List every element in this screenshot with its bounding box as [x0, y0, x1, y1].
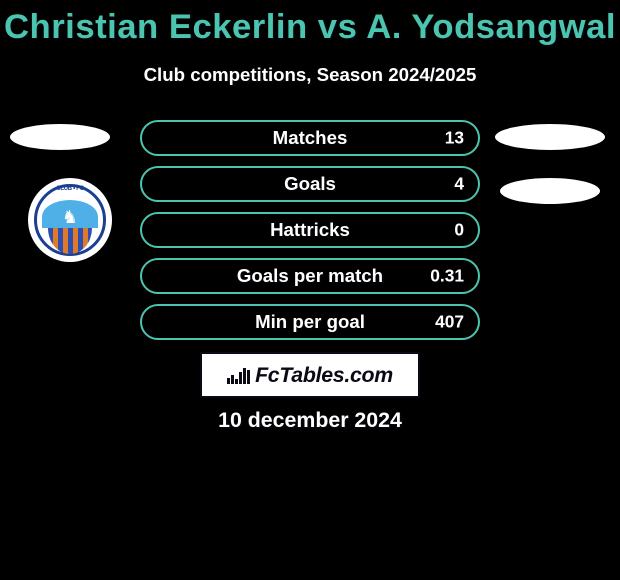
horse-icon: ♞	[62, 208, 78, 226]
stat-label: Min per goal	[142, 311, 478, 333]
stat-row-min-per-goal: Min per goal 407	[140, 304, 480, 340]
stat-label: Goals per match	[142, 265, 478, 287]
stat-value-right: 4	[454, 174, 464, 195]
attribution-text: FcTables.com	[255, 363, 393, 388]
comparison-subtitle: Club competitions, Season 2024/2025	[0, 64, 620, 86]
stat-label: Matches	[142, 127, 478, 149]
attribution-box: FcTables.com	[200, 352, 420, 398]
stat-value-right: 0	[454, 220, 464, 241]
club-badge-left: CLUB • FC ♞	[28, 178, 112, 262]
left-oval-1	[10, 124, 110, 150]
right-oval-1	[495, 124, 605, 150]
stat-row-goals: Goals 4	[140, 166, 480, 202]
comparison-date: 10 december 2024	[0, 408, 620, 433]
stat-row-goals-per-match: Goals per match 0.31	[140, 258, 480, 294]
stat-value-right: 407	[435, 312, 464, 333]
stat-label: Goals	[142, 173, 478, 195]
stat-row-hattricks: Hattricks 0	[140, 212, 480, 248]
right-oval-2	[500, 178, 600, 204]
stat-row-matches: Matches 13	[140, 120, 480, 156]
stat-value-right: 0.31	[430, 266, 464, 287]
comparison-title: Christian Eckerlin vs A. Yodsangwal	[0, 8, 620, 47]
stat-label: Hattricks	[142, 219, 478, 241]
bars-icon	[227, 366, 249, 384]
stat-value-right: 13	[445, 128, 464, 149]
